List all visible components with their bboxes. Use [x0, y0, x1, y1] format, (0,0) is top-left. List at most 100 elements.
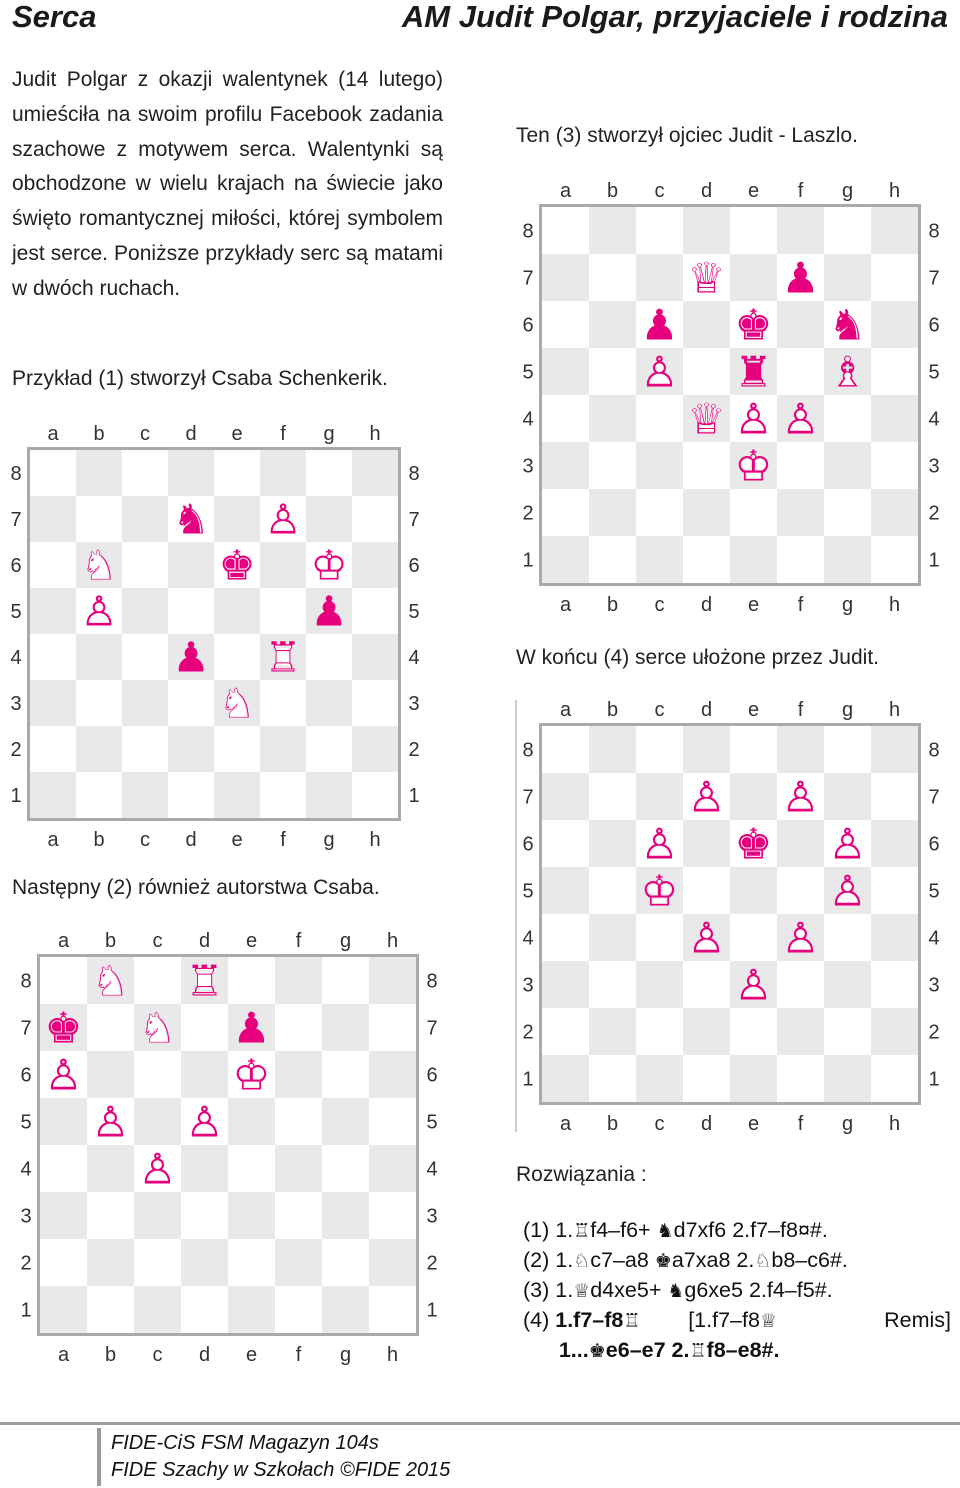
board-square-b7 — [589, 773, 636, 820]
rank-label-left-7: 7 — [20, 1018, 31, 1040]
solution-text: d4xe5+ — [590, 1278, 668, 1302]
white-pawn-a6: ♟♙ — [45, 1051, 83, 1100]
board-square-b8 — [76, 450, 122, 496]
problem-1-caption: Przykład (1) stworzył Csaba Schenkerik. — [12, 367, 388, 390]
rank-label-left-6: 6 — [20, 1065, 31, 1087]
piece-glyph-icon: ♚ — [588, 1341, 606, 1362]
board-square-f5 — [275, 1098, 322, 1145]
board-square-g7 — [322, 1004, 369, 1051]
footer: FIDE-CiS FSM Magazyn 104s FIDE Szachy w … — [111, 1430, 450, 1484]
footer-line-1: FIDE-CiS FSM Magazyn 104s — [111, 1432, 379, 1454]
svg-text:♙: ♙ — [688, 914, 726, 963]
file-label-bottom-b: b — [105, 1344, 116, 1366]
solution-text: 1... — [558, 1338, 589, 1362]
file-label-bottom-c: c — [655, 1113, 665, 1135]
solution-line-3: (3) 1.♕d4xe5+ ♞g6xe5 2.f4–f5#. — [523, 1275, 951, 1305]
white-pawn-c4: ♟♙ — [139, 1145, 177, 1194]
rank-label-right-6: 6 — [928, 315, 939, 337]
black-pawn-d4: ♟ — [172, 634, 209, 682]
board-square-g7 — [824, 254, 871, 301]
piece-glyph-icon: ♘ — [754, 1251, 772, 1272]
rank-label-right-1: 1 — [408, 785, 419, 807]
footer-bar — [97, 1428, 101, 1486]
board-square-a4 — [542, 395, 589, 442]
board-square-f1 — [275, 1286, 322, 1333]
file-label-bottom-e: e — [231, 829, 242, 851]
board-square-e5 — [730, 348, 777, 395]
rank-label-right-4: 4 — [928, 928, 939, 950]
board-square-a6 — [542, 301, 589, 348]
board-square-d7 — [683, 773, 730, 820]
black-pawn-e7: ♟ — [233, 1004, 271, 1053]
svg-text:♟: ♟ — [139, 1145, 177, 1194]
rank-label-left-7: 7 — [522, 787, 533, 809]
board-square-h4 — [871, 914, 918, 961]
svg-text:♙: ♙ — [829, 820, 867, 869]
board-square-b4 — [589, 395, 636, 442]
file-label-bottom-b: b — [93, 829, 104, 851]
solution-text: (3) 1. — [523, 1278, 574, 1302]
board-square-h8 — [352, 450, 398, 496]
board-square-a3 — [542, 961, 589, 1008]
rank-label-left-1: 1 — [10, 785, 21, 807]
rank-label-left-4: 4 — [10, 647, 21, 669]
board-square-h3 — [871, 442, 918, 489]
black-king-e6: ♚ — [218, 542, 255, 590]
svg-text:♚: ♚ — [735, 820, 773, 869]
black-knight-g6: ♞ — [829, 301, 867, 350]
rank-label-right-3: 3 — [928, 456, 939, 478]
white-knight-b6: ♞♘ — [80, 542, 117, 590]
svg-text:♜: ♜ — [186, 957, 224, 1006]
board-square-h2 — [871, 489, 918, 536]
page-title: Serca — [12, 0, 97, 34]
board-square-a4 — [40, 1145, 87, 1192]
rank-label-right-1: 1 — [426, 1300, 437, 1322]
piece-glyph-icon: ♖ — [573, 1221, 591, 1242]
piece-glyph-icon: ♖ — [623, 1311, 641, 1332]
white-pawn-b5: ♟♙ — [80, 588, 117, 636]
svg-text:♚: ♚ — [641, 867, 679, 916]
white-pawn-d4: ♟♙ — [688, 914, 726, 963]
board-square-e3 — [730, 961, 777, 1008]
svg-text:♟: ♟ — [829, 867, 867, 916]
board-square-e8 — [214, 450, 260, 496]
svg-text:♟: ♟ — [264, 496, 301, 544]
svg-text:♙: ♙ — [641, 348, 679, 397]
svg-text:♙: ♙ — [92, 1098, 130, 1147]
footer-rule — [0, 1422, 960, 1425]
board-square-d5 — [683, 867, 730, 914]
file-label-bottom-b: b — [607, 1113, 618, 1135]
black-rook-e5: ♜ — [735, 348, 773, 397]
board-square-g4 — [322, 1145, 369, 1192]
file-label-top-c: c — [655, 699, 665, 721]
svg-text:♟: ♟ — [735, 961, 773, 1010]
board-square-f6 — [275, 1051, 322, 1098]
problem-3-caption: Ten (3) stworzył ojciec Judit - Laszlo. — [516, 124, 858, 147]
intro-text: Judit Polgar z okazji walentynek (14 lut… — [12, 63, 443, 307]
rank-label-right-8: 8 — [928, 221, 939, 243]
board-square-g6 — [306, 542, 352, 588]
board-square-c1 — [636, 536, 683, 583]
board-square-b7 — [76, 496, 122, 542]
board-square-g4 — [306, 634, 352, 680]
svg-text:♟: ♟ — [641, 348, 679, 397]
file-label-top-d: d — [185, 423, 196, 445]
solution-text: (4) — [523, 1308, 556, 1332]
svg-text:♝: ♝ — [829, 348, 867, 397]
svg-text:♙: ♙ — [735, 961, 773, 1010]
board-square-f3 — [275, 1192, 322, 1239]
board-square-f4 — [777, 914, 824, 961]
board-square-a7 — [40, 1004, 87, 1051]
board-square-h7 — [352, 496, 398, 542]
chess-diagram-2: a a b b c c d d e e f f g g h h 8 8 7 7 6 6 5 5 4 4 3 3 2 2 1 1 ♞ ♘ ♜ ♖ ♚ ♞ ♘ ♟… — [0, 925, 448, 1373]
board-square-e6 — [730, 820, 777, 867]
rank-label-left-3: 3 — [10, 693, 21, 715]
board-square-e1 — [730, 536, 777, 583]
rank-label-left-8: 8 — [20, 971, 31, 993]
board-square-b5 — [589, 348, 636, 395]
board-square-b3 — [589, 961, 636, 1008]
board-square-g4 — [824, 914, 871, 961]
solution-line-4: (4) 1.f7–f8♖ [1.f7–f8♕ Remis] — [523, 1305, 951, 1335]
svg-text:♞: ♞ — [139, 1004, 177, 1053]
